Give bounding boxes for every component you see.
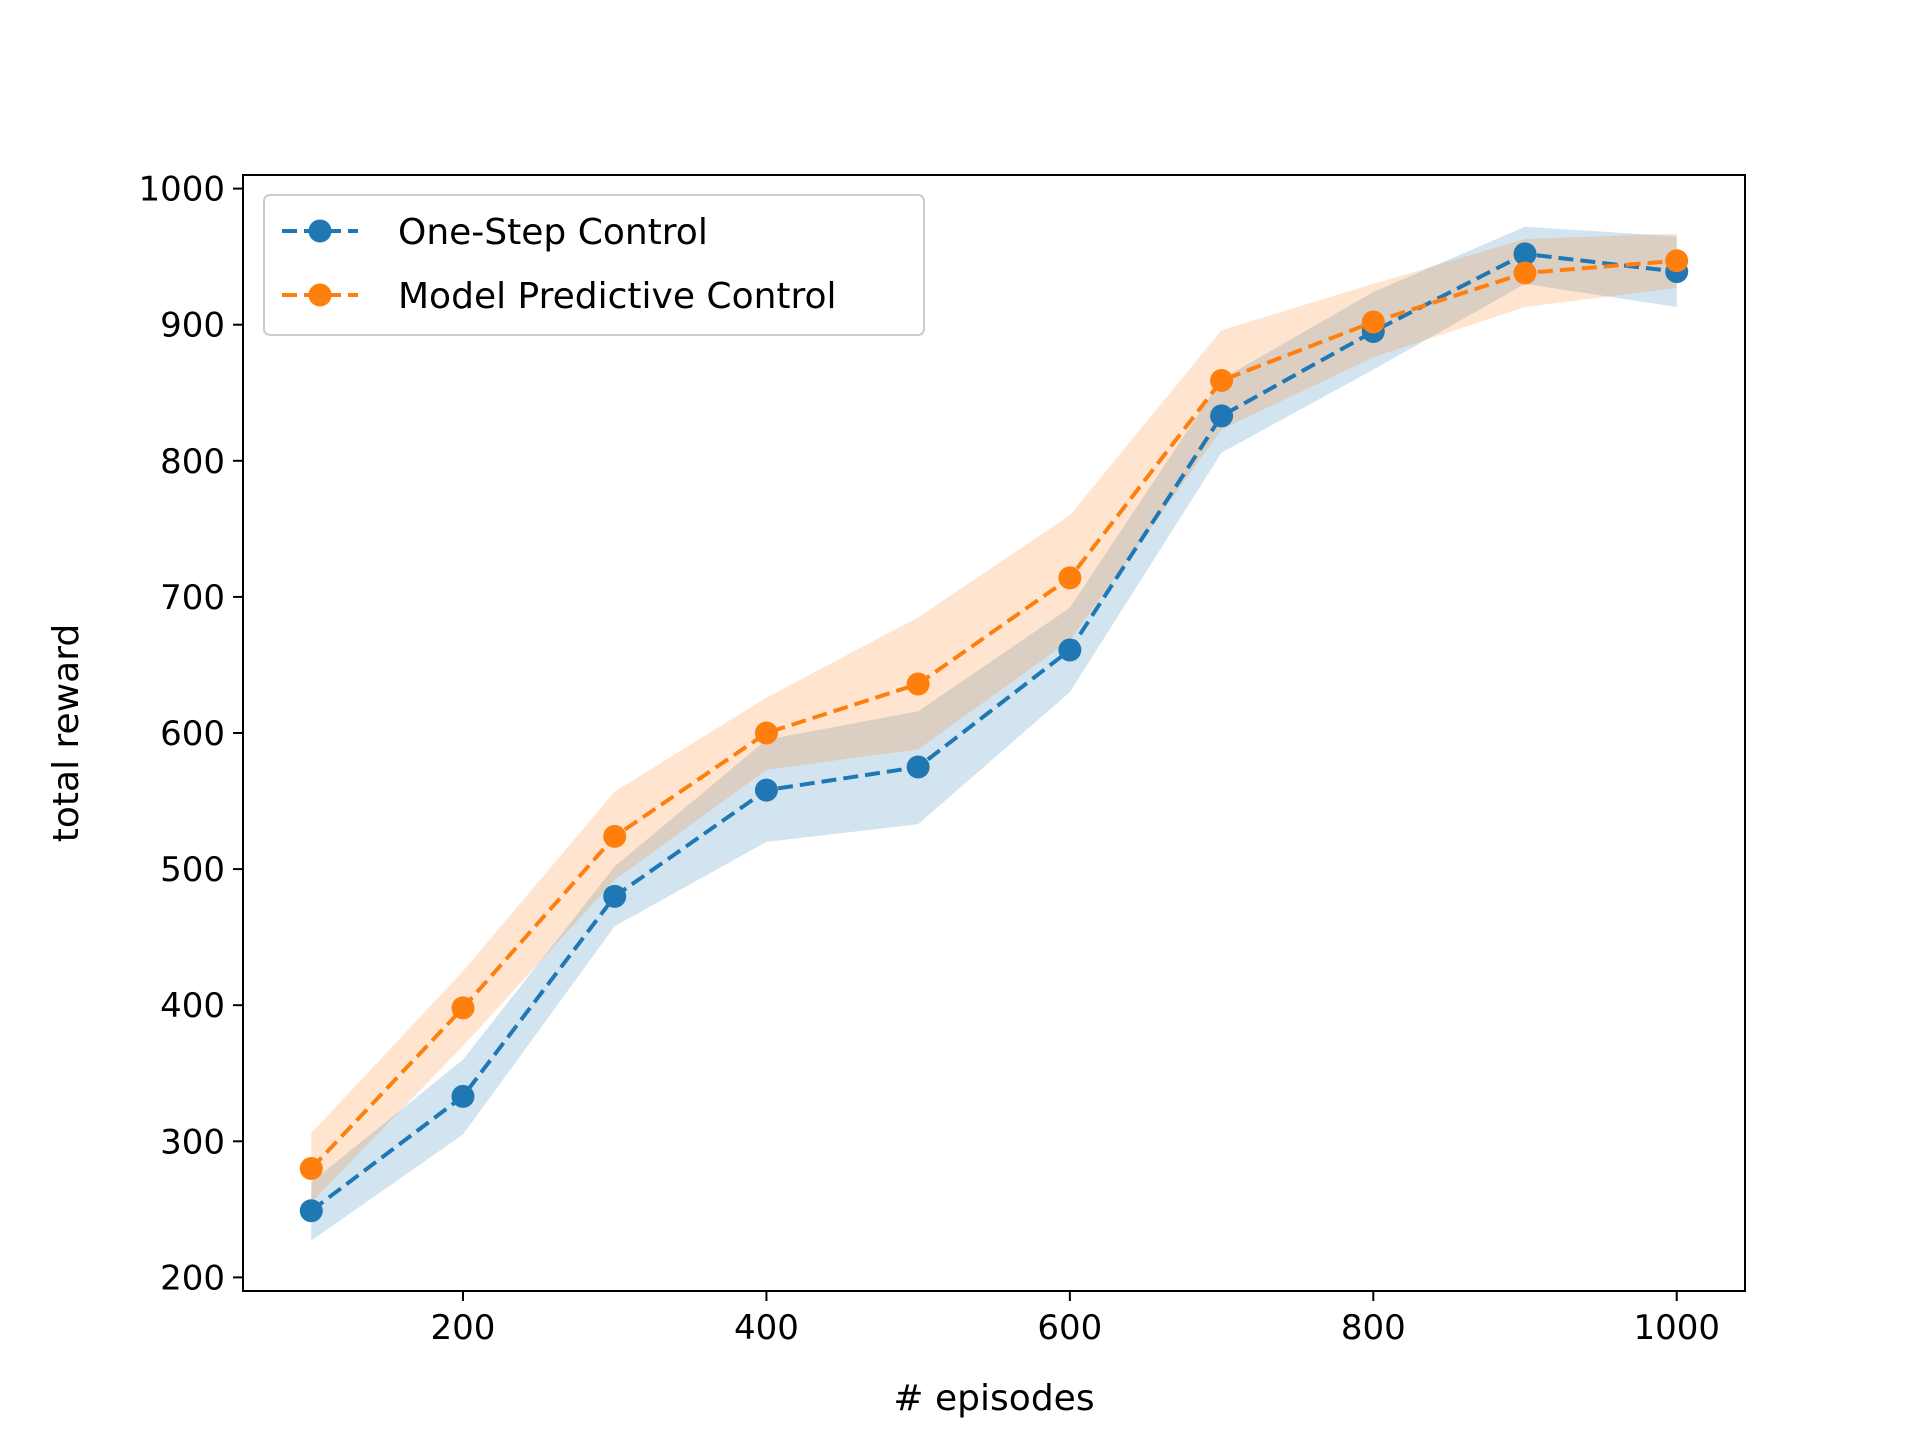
point-series-1 — [754, 778, 778, 802]
x-axis-ticks: 200 400 600 800 1000 — [431, 1291, 1720, 1348]
point-series-2 — [1665, 249, 1689, 273]
y-tick-label: 300 — [160, 1122, 225, 1162]
point-series-2 — [603, 824, 627, 848]
x-axis-title: # episodes — [893, 1378, 1094, 1419]
line-series-1 — [310, 251, 1677, 1213]
x-tick-label: 200 — [431, 1308, 496, 1348]
y-axis-ticks: 200 300 400 500 600 700 800 900 1000 — [138, 170, 243, 1298]
legend-label-2: Model Predictive Control — [398, 276, 837, 317]
confidence-bands — [311, 226, 1677, 1241]
x-tick-label: 1000 — [1633, 1308, 1720, 1348]
y-tick-label: 1000 — [138, 170, 225, 210]
y-tick-label: 600 — [160, 714, 225, 754]
point-series-1 — [451, 1084, 475, 1108]
point-series-2 — [906, 672, 930, 696]
legend-label-1: One-Step Control — [398, 212, 708, 253]
point-series-2 — [1361, 310, 1385, 334]
y-axis-title: total reward — [46, 624, 87, 842]
y-tick-label: 400 — [160, 986, 225, 1026]
legend: One-Step Control Model Predictive Control — [263, 194, 925, 336]
point-series-1 — [299, 1199, 323, 1223]
y-tick-label: 800 — [160, 442, 225, 482]
y-tick-label: 900 — [160, 306, 225, 346]
point-series-1 — [1058, 638, 1082, 662]
line-series-2 — [309, 258, 1677, 1170]
series-points — [299, 242, 1689, 1223]
point-series-2 — [1058, 566, 1082, 590]
x-tick-label: 600 — [1037, 1308, 1102, 1348]
point-series-2 — [754, 721, 778, 745]
x-tick-label: 800 — [1341, 1308, 1406, 1348]
point-series-2 — [1513, 261, 1537, 285]
legend-marker-1 — [308, 219, 332, 243]
y-tick-label: 700 — [160, 578, 225, 618]
x-tick-label: 400 — [734, 1308, 799, 1348]
point-series-1 — [1210, 404, 1234, 428]
legend-marker-2 — [308, 283, 332, 307]
series-lines — [309, 251, 1677, 1213]
point-series-1 — [603, 884, 627, 908]
y-tick-label: 500 — [160, 850, 225, 890]
point-series-2 — [451, 996, 475, 1020]
legend-box — [263, 194, 925, 336]
band-series-1 — [311, 226, 1677, 1241]
point-series-1 — [906, 755, 930, 779]
point-series-2 — [1210, 369, 1234, 393]
y-tick-label: 200 — [160, 1258, 225, 1298]
point-series-2 — [299, 1157, 323, 1181]
point-series-1 — [1513, 242, 1537, 266]
